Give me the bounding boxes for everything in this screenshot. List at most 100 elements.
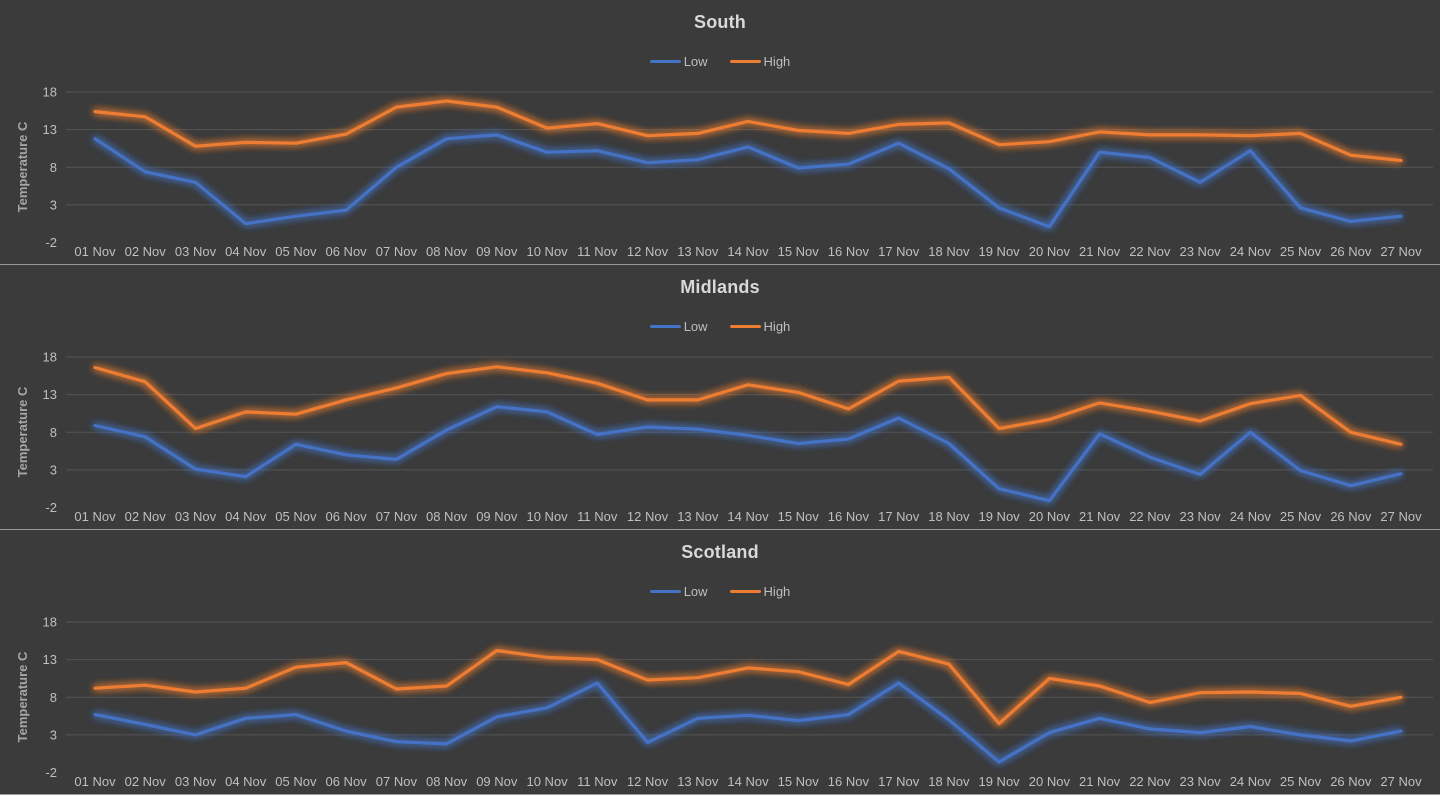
x-tick-label: 17 Nov: [878, 774, 920, 789]
x-tick-label: 04 Nov: [225, 774, 267, 789]
x-tick-label: 23 Nov: [1179, 244, 1221, 259]
x-tick-label: 07 Nov: [376, 244, 418, 259]
x-tick-label: 20 Nov: [1029, 244, 1071, 259]
low-series-line: [93, 681, 1403, 764]
chart-panel-scotland: Scotland Low High 18 13 8 3 -2 Temperature C 0…: [0, 530, 1440, 795]
x-tick-label: 05 Nov: [275, 774, 317, 789]
x-tick-label: 08 Nov: [426, 774, 468, 789]
x-tick-label: 19 Nov: [978, 244, 1020, 259]
legend-item-high: High: [729, 54, 790, 69]
x-tick-label: 01 Nov: [74, 509, 116, 524]
x-tick-label: 14 Nov: [727, 244, 769, 259]
x-tick-label: 10 Nov: [526, 244, 568, 259]
x-tick-label: 17 Nov: [878, 509, 920, 524]
x-tick-label: 08 Nov: [426, 509, 468, 524]
x-tick-label: 12 Nov: [627, 244, 669, 259]
x-tick-label: 25 Nov: [1280, 509, 1322, 524]
x-tick-label: 03 Nov: [175, 774, 217, 789]
x-tick-label: 16 Nov: [828, 244, 870, 259]
legend-item-low: Low: [649, 54, 708, 69]
x-tick-label: 05 Nov: [275, 244, 317, 259]
legend-high-label: High: [763, 584, 791, 599]
x-tick-label: 25 Nov: [1280, 244, 1322, 259]
legend-item-high: High: [729, 319, 791, 334]
x-tick-label: 19 Nov: [978, 509, 1020, 524]
x-tick-label: 27 Nov: [1380, 244, 1422, 259]
x-tick-label: 05 Nov: [275, 509, 317, 524]
x-tick-label: 09 Nov: [476, 774, 518, 789]
chart-title-midlands: Midlands: [680, 277, 760, 297]
x-tick-label: 12 Nov: [627, 774, 669, 789]
x-tick-label: 23 Nov: [1179, 774, 1221, 789]
chart-title-south: South: [694, 12, 746, 32]
x-tick-label: 22 Nov: [1129, 509, 1171, 524]
x-tick-label: 01 Nov: [74, 774, 116, 789]
legend-high-label: High: [763, 319, 791, 334]
y-tick-label: -2: [45, 235, 57, 250]
x-tick-label: 04 Nov: [225, 244, 267, 259]
x-tick-label: 27 Nov: [1380, 774, 1422, 789]
y-tick-label: 8: [50, 690, 57, 705]
x-tick-label: 03 Nov: [175, 244, 217, 259]
y-tick-label: -2: [45, 500, 57, 515]
x-tick-label: 15 Nov: [778, 509, 820, 524]
x-tick-label: 03 Nov: [175, 509, 217, 524]
legend-item-low: Low: [649, 584, 708, 599]
y-tick-label: 18: [43, 615, 57, 630]
x-tick-label: 24 Nov: [1230, 244, 1272, 259]
plot-area-midlands: 18 13 8 3 -2 Temperature C 01 Nov 02 Nov 03 Nov 0…: [15, 350, 1433, 524]
y-tick-label: 3: [50, 727, 57, 742]
x-tick-label: 26 Nov: [1330, 244, 1372, 259]
x-tick-label: 07 Nov: [376, 774, 418, 789]
x-tick-label: 13 Nov: [677, 509, 719, 524]
chart-legend-midlands: Low High: [0, 319, 1440, 334]
x-tick-label: 15 Nov: [778, 244, 820, 259]
chart-panel-south: South Low High 18 13 8 3 -2 Temperature C 01 N…: [0, 0, 1440, 265]
y-tick-label: 3: [50, 197, 57, 212]
x-tick-label: 24 Nov: [1230, 774, 1272, 789]
legend-low-label: Low: [683, 319, 708, 334]
y-tick-label: 8: [50, 160, 57, 175]
legend-high-swatch: [729, 590, 761, 593]
x-tick-label: 10 Nov: [526, 509, 568, 524]
x-tick-label: 15 Nov: [778, 774, 820, 789]
chart-title-scotland: Scotland: [681, 542, 759, 562]
legend-low-swatch: [649, 325, 681, 328]
x-tick-label: 24 Nov: [1230, 509, 1272, 524]
low-series-line: [93, 405, 1403, 503]
x-tick-label: 02 Nov: [125, 244, 167, 259]
x-tick-label: 07 Nov: [376, 509, 418, 524]
legend-low-swatch: [649, 60, 681, 63]
x-tick-label: 18 Nov: [928, 509, 970, 524]
x-tick-label: 12 Nov: [627, 509, 669, 524]
temperature-axis-label: Temperature C: [15, 386, 30, 477]
x-tick-label: 14 Nov: [727, 774, 769, 789]
legend-item-high: High: [729, 584, 791, 599]
low-series-line: [93, 133, 1403, 229]
x-tick-label: 20 Nov: [1029, 774, 1071, 789]
x-tick-label: 16 Nov: [828, 509, 870, 524]
legend-high-swatch: [729, 60, 761, 63]
chart-panel-midlands: Midlands Low High 18 13 8 3 -2 Temperature C 0…: [0, 265, 1440, 530]
x-tick-label: 16 Nov: [828, 774, 870, 789]
x-tick-label: 02 Nov: [125, 509, 167, 524]
y-tick-label: 8: [50, 425, 57, 440]
x-tick-label: 22 Nov: [1129, 244, 1171, 259]
x-tick-label: 09 Nov: [476, 244, 518, 259]
x-tick-label: 11 Nov: [577, 244, 618, 259]
legend-high-swatch: [729, 325, 761, 328]
x-tick-label: 04 Nov: [225, 509, 267, 524]
y-tick-label: 3: [50, 462, 57, 477]
x-tick-label: 26 Nov: [1330, 774, 1372, 789]
legend-low-label: Low: [683, 54, 708, 69]
x-tick-label: 27 Nov: [1380, 509, 1422, 524]
y-tick-label: -2: [45, 765, 57, 780]
x-tick-label: 20 Nov: [1029, 509, 1071, 524]
plot-area-scotland: 18 13 8 3 -2 Temperature C 01 Nov 02 Nov 03 Nov 0…: [15, 615, 1433, 789]
x-tick-label: 02 Nov: [125, 774, 167, 789]
high-series-line: [93, 648, 1403, 726]
x-tick-label: 18 Nov: [928, 774, 970, 789]
x-tick-label: 22 Nov: [1129, 774, 1171, 789]
high-series-line: [93, 99, 1403, 163]
